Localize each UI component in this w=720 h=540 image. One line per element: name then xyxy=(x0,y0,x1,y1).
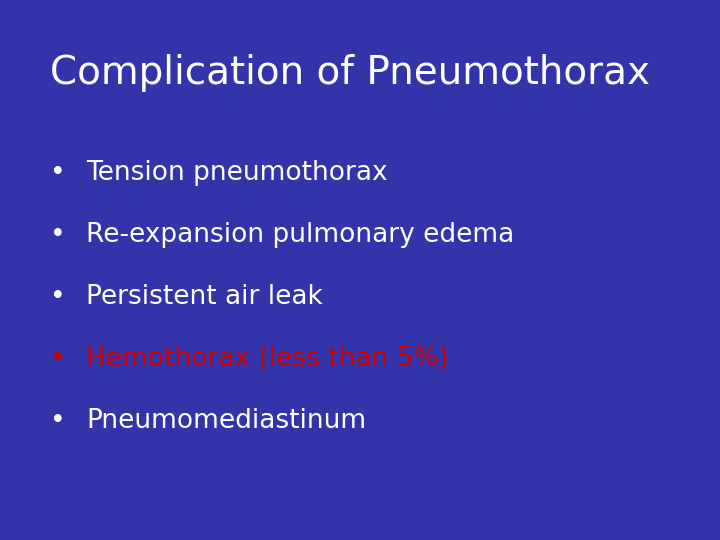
Text: Persistent air leak: Persistent air leak xyxy=(86,284,323,310)
Text: Hemothorax (less than 5%): Hemothorax (less than 5%) xyxy=(86,346,449,372)
Text: •: • xyxy=(50,222,66,248)
Text: •: • xyxy=(50,408,66,434)
Text: •: • xyxy=(50,160,66,186)
Text: •: • xyxy=(50,346,66,372)
Text: •: • xyxy=(50,284,66,310)
Text: Re-expansion pulmonary edema: Re-expansion pulmonary edema xyxy=(86,222,515,248)
Text: Complication of Pneumothorax: Complication of Pneumothorax xyxy=(50,54,650,92)
Text: Pneumomediastinum: Pneumomediastinum xyxy=(86,408,366,434)
Text: Tension pneumothorax: Tension pneumothorax xyxy=(86,160,388,186)
